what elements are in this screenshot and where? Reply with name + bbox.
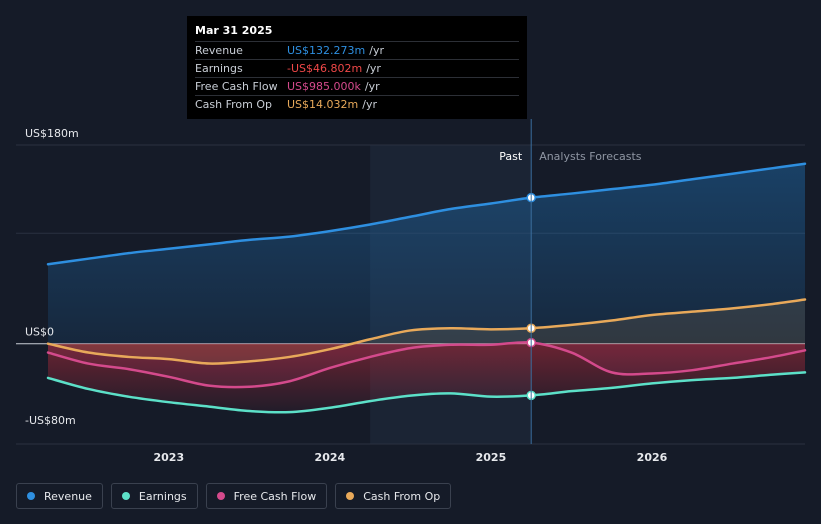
- legend-label: Cash From Op: [363, 489, 441, 503]
- x-tick-label: 2026: [637, 451, 668, 464]
- series-area-revenue: [48, 163, 805, 344]
- legend-item-cash-from-op[interactable]: Cash From Op: [335, 483, 452, 509]
- tooltip-row-label: Free Cash Flow: [195, 80, 278, 93]
- tooltip-row-revenue: Revenue US$132.273m /yr: [195, 41, 519, 59]
- x-tick-label: 2023: [153, 451, 184, 464]
- series-line-cash-from-op: [46, 298, 807, 365]
- legend-label: Earnings: [138, 489, 187, 503]
- tooltip-row-value: US$132.273m: [287, 44, 366, 57]
- x-tick-label: 2024: [315, 451, 346, 464]
- tooltip-row-label: Earnings: [195, 62, 243, 75]
- tooltip-row-free-cash-flow: Free Cash Flow US$985.000k /yr: [195, 77, 519, 95]
- y-axis-label: US$180m: [25, 127, 79, 140]
- past-label: Past: [499, 150, 523, 163]
- tooltip-row-cash-from-op: Cash From Op US$14.032m /yr: [195, 95, 519, 113]
- legend-label: Free Cash Flow: [233, 489, 317, 503]
- legend-dot-icon: [27, 492, 35, 500]
- tooltip: Mar 31 2025 Revenue US$132.273m /yr Earn…: [187, 16, 527, 119]
- legend-item-free-cash-flow[interactable]: Free Cash Flow: [205, 483, 328, 509]
- forecast-label: Analysts Forecasts: [539, 150, 642, 163]
- tooltip-row-label: Cash From Op: [195, 98, 273, 111]
- legend-item-earnings[interactable]: Earnings: [110, 483, 198, 509]
- legend: Revenue Earnings Free Cash Flow Cash Fro…: [16, 483, 452, 509]
- series-line-earnings: [46, 371, 807, 414]
- tooltip-row-unit: /yr: [369, 44, 384, 57]
- tooltip-row-label: Revenue: [195, 44, 243, 57]
- tooltip-row-unit: /yr: [362, 98, 377, 111]
- series-line-free-cash-flow: [46, 341, 807, 389]
- tooltip-date: Mar 31 2025: [195, 24, 273, 37]
- tooltip-row-value: -US$46.802m: [287, 62, 363, 75]
- tooltip-row-unit: /yr: [366, 62, 381, 75]
- series-area-cash-from-op: [48, 299, 805, 364]
- legend-dot-icon: [216, 492, 225, 500]
- legend-dot-icon: [346, 492, 355, 500]
- series-line-revenue: [46, 162, 807, 266]
- tooltip-row-unit: /yr: [364, 80, 380, 93]
- y-axis-label: -US$80m: [25, 414, 76, 427]
- series-area-earnings: [48, 343, 805, 413]
- tooltip-row-value: US$985.000k: [287, 80, 361, 93]
- legend-item-revenue[interactable]: Revenue: [16, 483, 103, 509]
- tooltip-row-value: US$14.032m: [287, 98, 359, 111]
- series-area-free-cash-flow: [48, 342, 805, 388]
- tooltip-row-earnings: Earnings -US$46.802m /yr: [195, 59, 519, 77]
- legend-label: Revenue: [44, 489, 92, 503]
- x-tick-label: 2025: [476, 451, 507, 464]
- y-axis-label: US$0: [25, 326, 54, 339]
- legend-dot-icon: [121, 492, 130, 500]
